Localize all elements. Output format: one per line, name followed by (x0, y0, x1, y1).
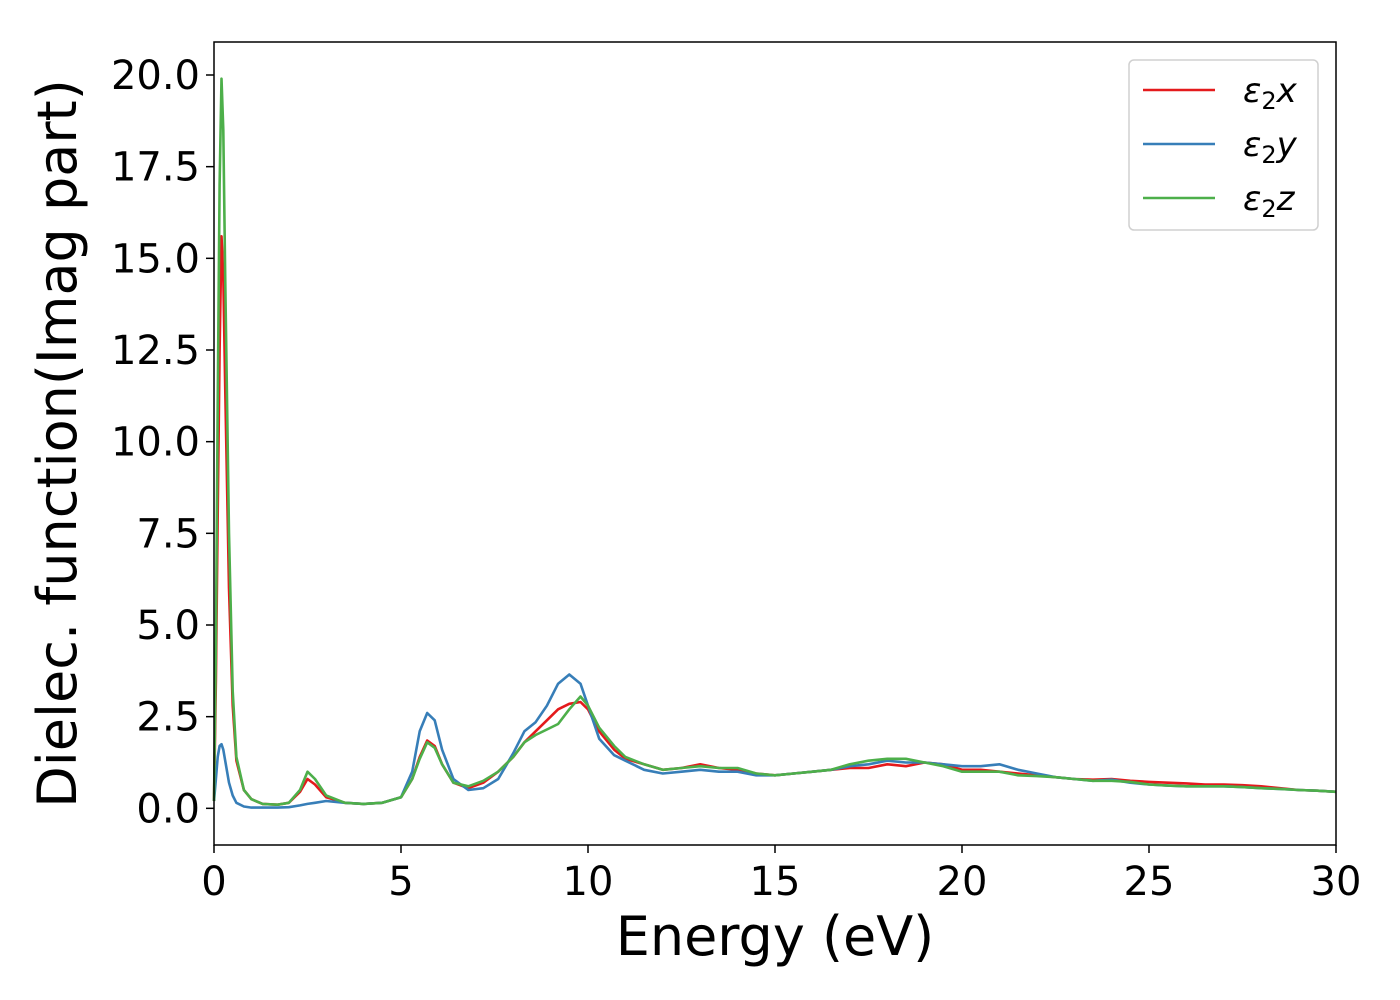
legend-label: ε2z (1243, 179, 1296, 223)
legend-label: ε2x (1243, 71, 1298, 115)
legend-box (1128, 59, 1319, 231)
y-tick-label: 10.0 (111, 420, 200, 466)
x-tick-label: 0 (201, 859, 226, 905)
y-tick-label: 15.0 (111, 236, 200, 282)
y-tick-label: 7.5 (136, 511, 200, 557)
x-axis-label: Energy (eV) (616, 905, 935, 968)
y-tick-label: 17.5 (111, 145, 200, 191)
plot-lines (212, 77, 1337, 809)
legend: ε2x ε2y ε2z (1128, 59, 1319, 231)
series-line-y (212, 673, 1337, 809)
y-tick-label: 0.0 (136, 786, 200, 832)
x-tick-label: 20 (937, 859, 988, 905)
y-tick-label: 20.0 (111, 53, 200, 99)
series-line-z (212, 77, 1337, 807)
y-tick-label: 12.5 (111, 328, 200, 374)
x-tick-label: 5 (388, 859, 413, 905)
x-tick-label: 10 (563, 859, 614, 905)
y-axis-label: Dielec. function(Imag part) (26, 79, 89, 808)
y-tick-label: 5.0 (136, 603, 200, 649)
y-tick-label: 2.5 (136, 695, 200, 741)
legend-label: ε2y (1243, 125, 1298, 169)
y-ticks: 0.0 2.5 5.0 7.5 10.0 12.5 15.0 17.5 20.0 (111, 53, 214, 832)
x-tick-label: 25 (1124, 859, 1175, 905)
x-tick-label: 15 (750, 859, 801, 905)
x-tick-label: 30 (1311, 859, 1362, 905)
x-ticks: 0 5 10 15 20 25 30 (201, 845, 1361, 905)
series-line-x (212, 235, 1337, 807)
